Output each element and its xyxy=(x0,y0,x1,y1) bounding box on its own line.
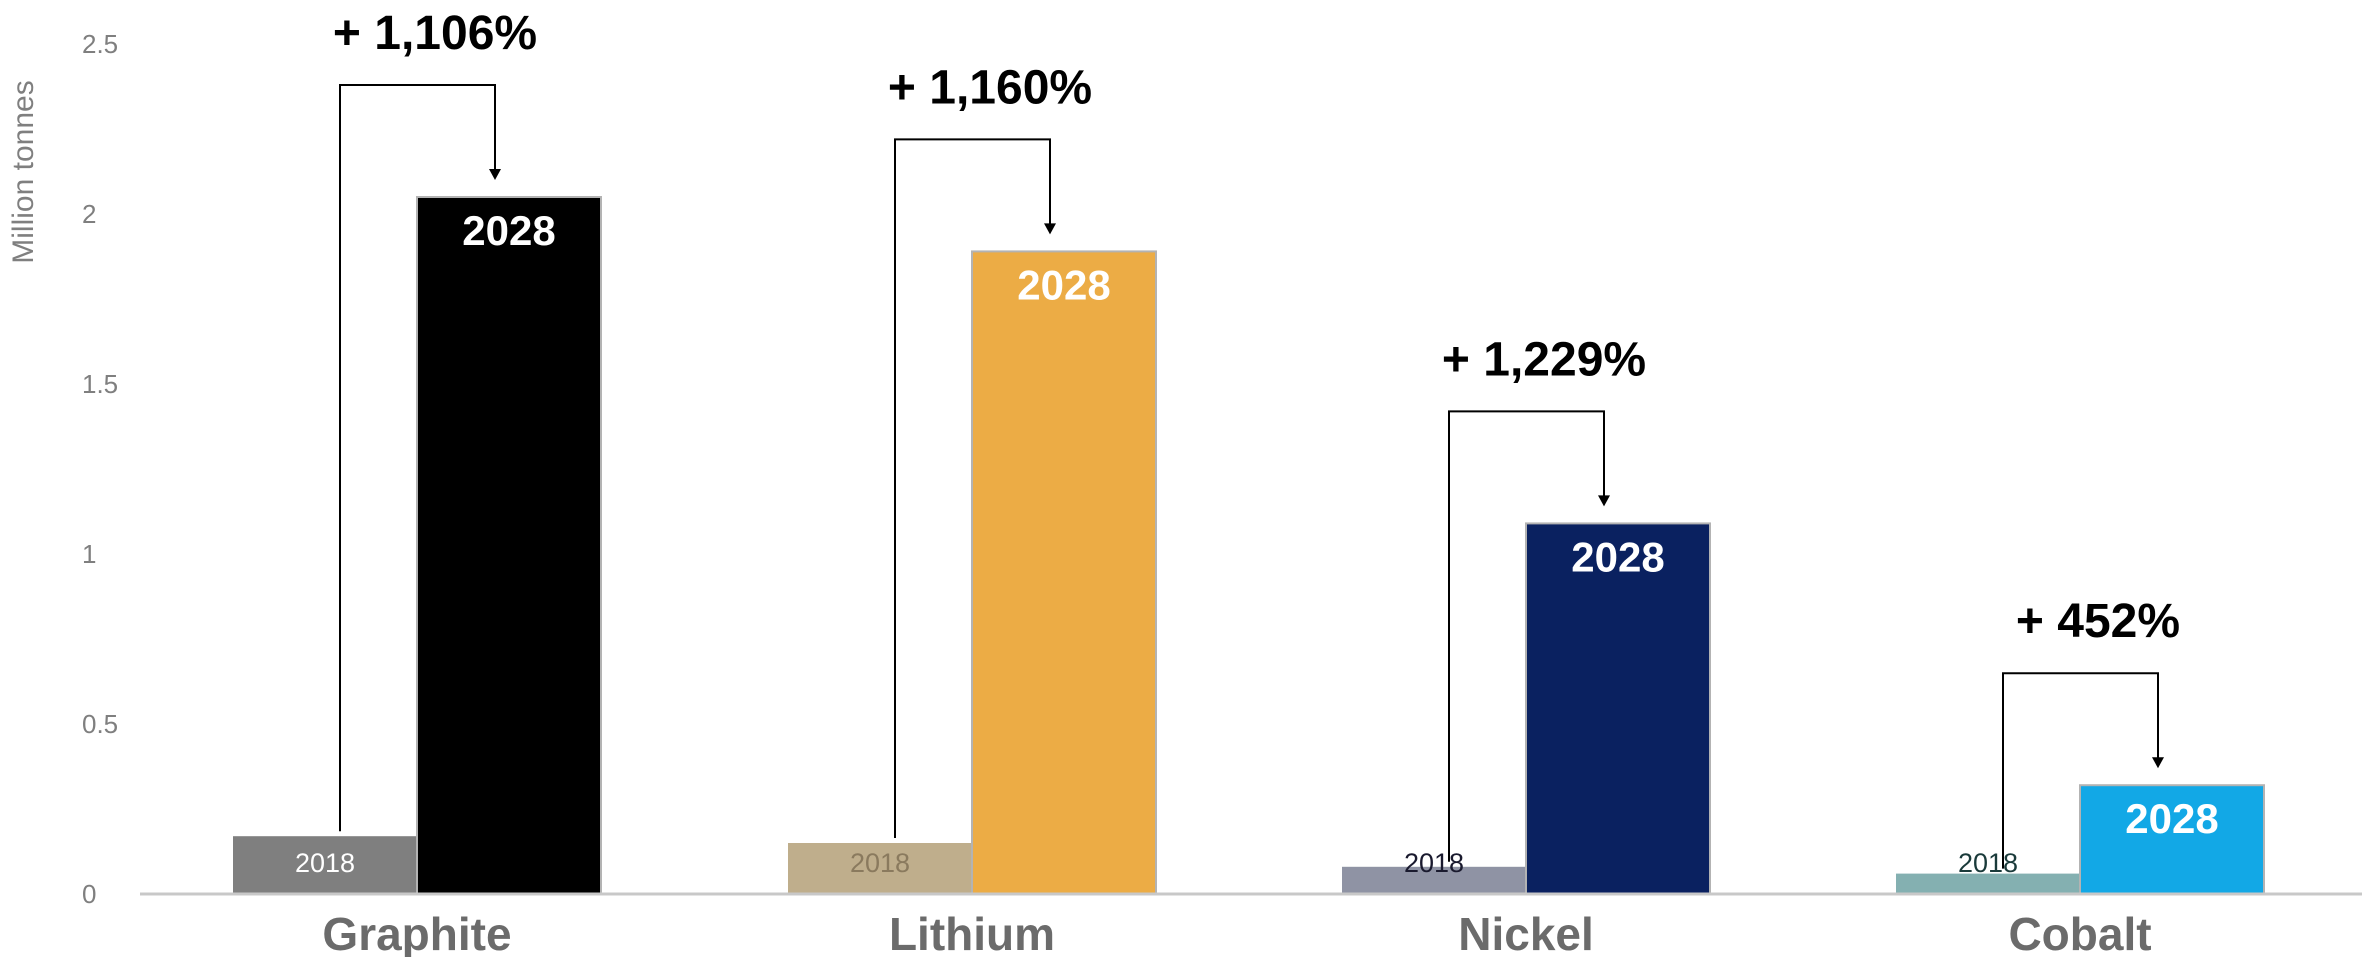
growth-bracket xyxy=(339,84,496,832)
bar-label-2028: 2028 xyxy=(1017,261,1110,308)
growth-arrowhead xyxy=(1044,223,1056,235)
growth-arrowhead xyxy=(2152,757,2164,769)
y-tick-label: 1 xyxy=(82,539,96,569)
bars: 2018 2028 2018 2028 2018 2028 2018 2028 xyxy=(233,196,2265,896)
bar-2028-graphite xyxy=(416,196,602,895)
y-tick-label: 1.5 xyxy=(82,369,118,399)
bar-2028-lithium xyxy=(971,250,1157,895)
bar-label-2028: 2028 xyxy=(2125,795,2218,842)
bar-2018-cobalt xyxy=(1896,873,2080,894)
y-axis-ticks: 0 0.5 1 1.5 2 2.5 xyxy=(82,29,118,909)
category-label-nickel: Nickel xyxy=(1458,908,1594,957)
bar-label-2028: 2028 xyxy=(1571,533,1664,580)
bar-label-2018: 2018 xyxy=(1404,848,1464,878)
growth-bracket xyxy=(1448,410,1605,862)
growth-bracket xyxy=(2002,672,2159,869)
bar-2028-cobalt xyxy=(2079,784,2265,896)
bar-label-2018: 2018 xyxy=(295,848,355,878)
growth-label-lithium: + 1,160% xyxy=(888,61,1092,114)
growth-label-nickel: + 1,229% xyxy=(1442,333,1646,386)
growth-label-graphite: + 1,106% xyxy=(333,7,537,60)
y-tick-label: 0.5 xyxy=(82,709,118,739)
growth-arrowhead xyxy=(1598,495,1610,507)
bar-label-2018: 2018 xyxy=(1958,848,2018,878)
bar-2018-lithium xyxy=(788,843,972,894)
growth-label-cobalt: + 452% xyxy=(2016,595,2180,648)
bar-2028-nickel xyxy=(1525,522,1711,896)
growth-annotations: + 1,106% + 1,160% + 1,229% + 452% xyxy=(333,7,2180,869)
bar-2018-nickel xyxy=(1342,866,1526,894)
y-axis-title: Million tonnes xyxy=(7,80,40,263)
growth-bracket xyxy=(894,138,1051,838)
y-tick-label: 2 xyxy=(82,199,96,229)
bar-2018-graphite xyxy=(233,836,417,894)
bar-label-2028: 2028 xyxy=(462,207,555,254)
y-tick-label: 2.5 xyxy=(82,29,118,59)
y-tick-label: 0 xyxy=(82,879,96,909)
growth-arrowhead xyxy=(489,169,501,180)
bar-label-2018: 2018 xyxy=(850,848,910,878)
category-label-cobalt: Cobalt xyxy=(2008,908,2151,957)
category-label-lithium: Lithium xyxy=(889,908,1055,957)
category-label-graphite: Graphite xyxy=(322,908,511,957)
category-labels: Graphite Lithium Nickel Cobalt xyxy=(322,908,2151,957)
